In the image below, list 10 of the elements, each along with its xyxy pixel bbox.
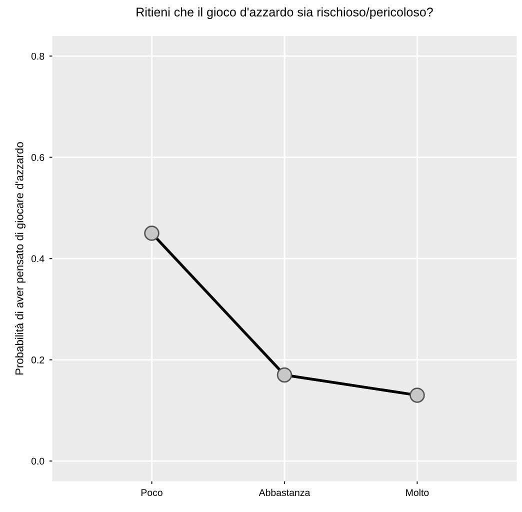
chart-title: Ritieni che il gioco d'azzardo sia rischioso/pericoloso?	[136, 7, 433, 19]
y-tick-label: 0.0	[31, 458, 44, 465]
y-tick-label: 0.8	[31, 52, 44, 60]
y-tick-label: 0.6	[31, 154, 44, 161]
y-tick-label: 0.4	[31, 255, 44, 262]
y-axis-title: Probabilità di aver pensato di giocare d'azzardo	[15, 142, 26, 375]
x-tick-label: Poco	[141, 489, 162, 496]
y-tick-label: 0.2	[31, 356, 44, 364]
x-tick-label: Molto	[406, 488, 429, 496]
x-tick-label: Abbastanza	[258, 488, 310, 496]
